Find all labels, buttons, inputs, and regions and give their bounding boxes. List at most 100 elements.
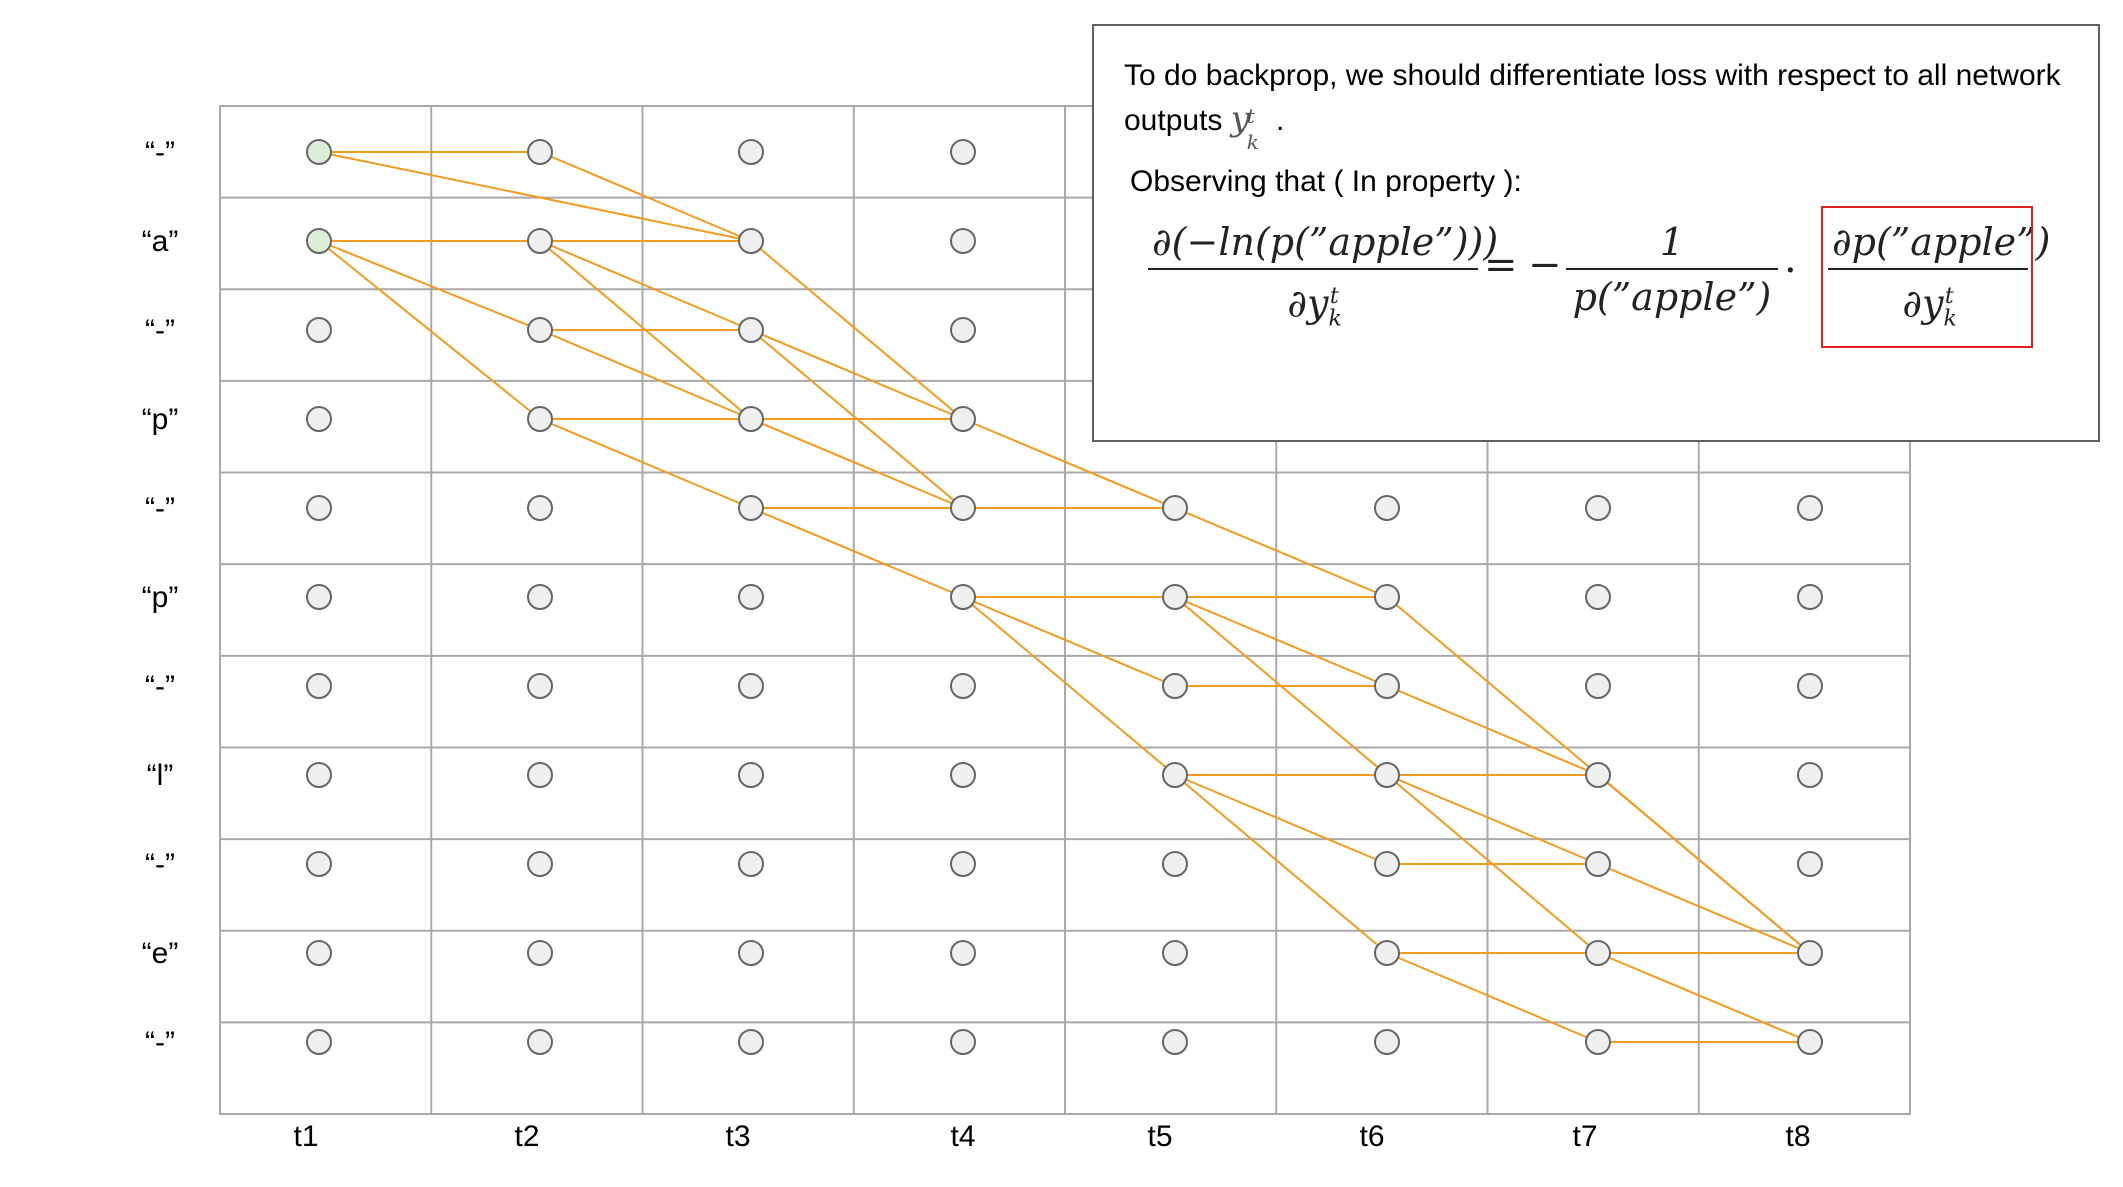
lattice-node <box>527 673 553 699</box>
equals-sign: = <box>1484 242 1518 288</box>
lattice-node <box>1162 1029 1188 1055</box>
lattice-node <box>1797 584 1823 610</box>
time-label: t3 <box>725 1120 750 1153</box>
rhs-numerator: ∂p(”apple”) <box>1832 220 2051 264</box>
lhs-numerator: ∂(−ln(p(”apple”))) <box>1152 220 1499 264</box>
lattice-node <box>527 139 553 165</box>
path-edge <box>962 596 1176 776</box>
lattice-node <box>950 762 976 788</box>
lattice-node <box>738 851 764 877</box>
lhs-denominator: ∂ykt <box>1287 281 1342 332</box>
lattice-node <box>1585 851 1611 877</box>
lattice-node <box>950 317 976 343</box>
path-edge <box>1597 863 1811 954</box>
outputs-word: outputs <box>1124 104 1223 137</box>
lattice-node <box>1374 1029 1400 1055</box>
explanation-text: To do backprop, we should differentiate … <box>1124 59 2061 92</box>
lattice-node <box>738 406 764 432</box>
lattice-node <box>950 495 976 521</box>
path-edge <box>1174 596 1388 687</box>
lattice-node <box>1797 673 1823 699</box>
row-label: “-” <box>145 848 175 881</box>
time-label: t2 <box>514 1120 539 1153</box>
lattice-node <box>527 406 553 432</box>
middle-denominator: p(”apple”) <box>1572 275 1772 319</box>
lattice-node <box>527 762 553 788</box>
lattice-node <box>950 139 976 165</box>
lattice-node <box>1585 495 1611 521</box>
lattice-node <box>950 584 976 610</box>
lattice-node <box>738 1029 764 1055</box>
lattice-node <box>950 1029 976 1055</box>
time-label: t8 <box>1785 1120 1810 1153</box>
lattice-node <box>1585 1029 1611 1055</box>
lattice-node <box>1374 851 1400 877</box>
lattice-node <box>738 317 764 343</box>
lattice-node <box>306 406 332 432</box>
minus-sign: − <box>1528 242 1562 288</box>
lattice-node <box>738 228 764 254</box>
path-edge <box>1174 774 1388 954</box>
lattice-node <box>1162 851 1188 877</box>
lattice-node <box>1162 584 1188 610</box>
lattice-node <box>738 940 764 966</box>
lattice-node <box>527 851 553 877</box>
lattice-node <box>1162 673 1188 699</box>
lattice-node <box>306 940 332 966</box>
path-edge <box>962 596 1176 687</box>
lattice-node <box>306 1029 332 1055</box>
middle-fraction: 1 p(”apple”) <box>1566 218 1778 324</box>
lattice-node <box>738 673 764 699</box>
path-edge <box>750 418 964 509</box>
time-label: t4 <box>950 1120 975 1153</box>
time-label: t7 <box>1572 1120 1597 1153</box>
lattice-node <box>1585 673 1611 699</box>
lattice-node <box>527 495 553 521</box>
path-edge <box>318 240 541 420</box>
row-label: “a” <box>142 225 179 258</box>
row-label: “-” <box>145 314 175 347</box>
lattice-node <box>1374 584 1400 610</box>
lattice-node <box>1797 495 1823 521</box>
lattice-node <box>1374 673 1400 699</box>
lattice-node <box>738 139 764 165</box>
path-edge <box>750 329 964 420</box>
observation-heading: Observing that ( In property ): <box>1130 165 1522 198</box>
time-label: t6 <box>1359 1120 1384 1153</box>
explanation-box: To do backprop, we should differentiate … <box>1092 24 2100 442</box>
lattice-node <box>527 584 553 610</box>
lattice-node <box>1797 762 1823 788</box>
lattice-node <box>306 673 332 699</box>
path-edge <box>318 151 752 242</box>
lattice-node <box>950 228 976 254</box>
highlight-box <box>1821 206 2033 348</box>
path-edge <box>750 507 964 598</box>
row-label: “e” <box>142 937 179 970</box>
path-edge <box>1386 952 1599 1043</box>
path-edge <box>1174 774 1388 865</box>
lattice-node <box>738 495 764 521</box>
lattice-node <box>950 406 976 432</box>
lattice-node <box>1797 940 1823 966</box>
start-node <box>306 228 332 254</box>
lattice-node <box>1585 762 1611 788</box>
time-label: t5 <box>1147 1120 1172 1153</box>
lattice-node <box>306 584 332 610</box>
path-edge <box>539 418 752 509</box>
lattice-node <box>1162 762 1188 788</box>
lattice-node <box>1797 1029 1823 1055</box>
path-edge <box>539 329 752 420</box>
lattice-node <box>1374 940 1400 966</box>
start-node <box>306 139 332 165</box>
gradient-equation: ∂(−ln(p(”apple”))) ∂ykt = − 1 p(”apple”)… <box>1148 206 2088 348</box>
path-edge <box>750 240 964 420</box>
row-label: “-” <box>145 670 175 703</box>
lattice-node <box>950 673 976 699</box>
lattice-node <box>1585 584 1611 610</box>
time-label: t1 <box>293 1120 318 1153</box>
lattice-node <box>1797 851 1823 877</box>
row-label: “l” <box>147 759 174 792</box>
lattice-node <box>738 762 764 788</box>
lattice-node <box>527 940 553 966</box>
